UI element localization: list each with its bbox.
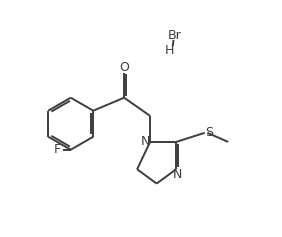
Text: O: O	[119, 61, 129, 74]
Text: S: S	[206, 126, 213, 139]
Text: Br: Br	[168, 29, 182, 42]
Text: H: H	[165, 44, 174, 57]
Text: N: N	[141, 135, 150, 148]
Text: F: F	[54, 143, 61, 156]
Text: N: N	[173, 168, 182, 181]
